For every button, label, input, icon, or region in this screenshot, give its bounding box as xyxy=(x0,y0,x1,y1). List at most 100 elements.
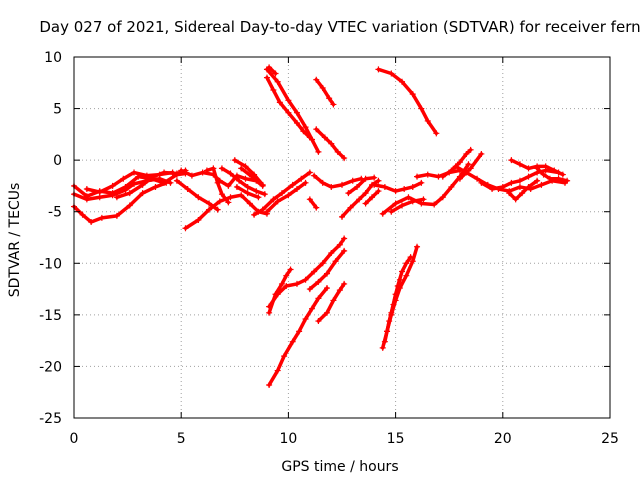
data-point xyxy=(433,130,440,137)
data-point xyxy=(306,134,313,141)
data-point xyxy=(263,74,270,81)
data-point xyxy=(369,194,376,201)
data-point xyxy=(448,167,455,174)
data-point xyxy=(339,213,345,220)
data-point xyxy=(379,210,386,217)
data-point xyxy=(546,175,553,182)
data-point xyxy=(231,157,238,164)
data-point xyxy=(330,101,337,108)
data-point xyxy=(465,161,472,168)
data-point xyxy=(206,200,213,207)
data-point xyxy=(499,183,506,190)
satellite-track xyxy=(263,74,313,141)
data-point xyxy=(463,169,470,176)
satellite-track xyxy=(311,172,365,190)
data-point xyxy=(96,194,103,201)
data-point xyxy=(113,212,120,219)
data-point xyxy=(403,260,410,267)
data-point xyxy=(214,179,221,186)
data-point xyxy=(169,169,176,176)
data-point xyxy=(313,76,320,83)
data-point xyxy=(126,202,133,209)
satellite-track xyxy=(266,235,348,310)
data-point xyxy=(216,198,223,205)
data-point xyxy=(227,170,234,177)
data-point xyxy=(188,172,195,179)
data-point xyxy=(332,258,339,265)
data-point xyxy=(328,183,335,190)
data-point xyxy=(266,64,273,71)
data-point xyxy=(399,268,406,275)
data-point xyxy=(246,200,253,207)
satellite-track xyxy=(178,167,266,189)
data-point xyxy=(362,190,369,197)
data-point xyxy=(308,305,315,312)
y-tick-label: -20 xyxy=(39,359,62,375)
satellite-track xyxy=(313,126,348,162)
data-point xyxy=(293,280,300,287)
data-point xyxy=(538,181,545,188)
data-point xyxy=(375,188,382,195)
data-point xyxy=(405,194,412,201)
data-point xyxy=(184,186,191,193)
data-point xyxy=(199,169,206,176)
data-point xyxy=(375,177,382,184)
data-point xyxy=(315,318,322,325)
satellite-track xyxy=(113,167,189,201)
data-point xyxy=(409,258,416,265)
data-point xyxy=(214,206,221,213)
data-point xyxy=(218,165,225,172)
data-point xyxy=(315,148,322,155)
data-point xyxy=(120,175,127,182)
data-point xyxy=(319,84,326,91)
data-point xyxy=(381,338,388,345)
data-point xyxy=(555,175,562,182)
data-point xyxy=(388,208,395,215)
data-point xyxy=(206,206,213,213)
data-point xyxy=(233,183,240,190)
data-point xyxy=(293,109,300,116)
data-point xyxy=(381,183,388,190)
y-tick-label: -15 xyxy=(39,308,62,324)
data-point xyxy=(266,309,273,316)
data-point xyxy=(139,190,146,197)
data-point xyxy=(467,146,474,153)
data-point xyxy=(266,303,273,310)
x-tick-label: 10 xyxy=(279,431,297,447)
data-point xyxy=(261,191,268,198)
data-point xyxy=(96,189,103,196)
satellite-track xyxy=(266,285,330,388)
y-tick-label: 0 xyxy=(53,153,62,169)
data-point xyxy=(409,198,416,205)
data-point xyxy=(407,254,414,261)
data-point xyxy=(283,282,290,289)
data-point xyxy=(302,276,309,283)
data-point xyxy=(388,70,395,77)
satellite-track xyxy=(388,196,427,215)
data-point xyxy=(396,276,403,283)
data-series xyxy=(71,64,571,388)
data-point xyxy=(274,367,281,374)
track-line xyxy=(267,65,278,76)
data-point xyxy=(418,105,425,112)
data-point xyxy=(238,192,245,199)
satellite-track xyxy=(534,165,571,184)
track-line xyxy=(265,181,308,214)
data-point xyxy=(534,165,541,172)
satellite-track xyxy=(375,66,440,137)
data-point xyxy=(225,182,232,189)
data-point xyxy=(302,124,309,131)
data-point xyxy=(270,87,277,94)
data-point xyxy=(244,190,251,197)
data-point xyxy=(173,177,180,184)
data-point xyxy=(79,211,86,218)
data-point xyxy=(278,280,285,287)
satellite-track xyxy=(371,179,425,195)
data-point xyxy=(302,315,309,322)
y-axis-label: SDTVAR / TECUs xyxy=(7,183,23,298)
satellite-track xyxy=(306,247,348,293)
data-point xyxy=(109,192,116,199)
data-point xyxy=(424,117,431,124)
data-point xyxy=(401,186,408,193)
